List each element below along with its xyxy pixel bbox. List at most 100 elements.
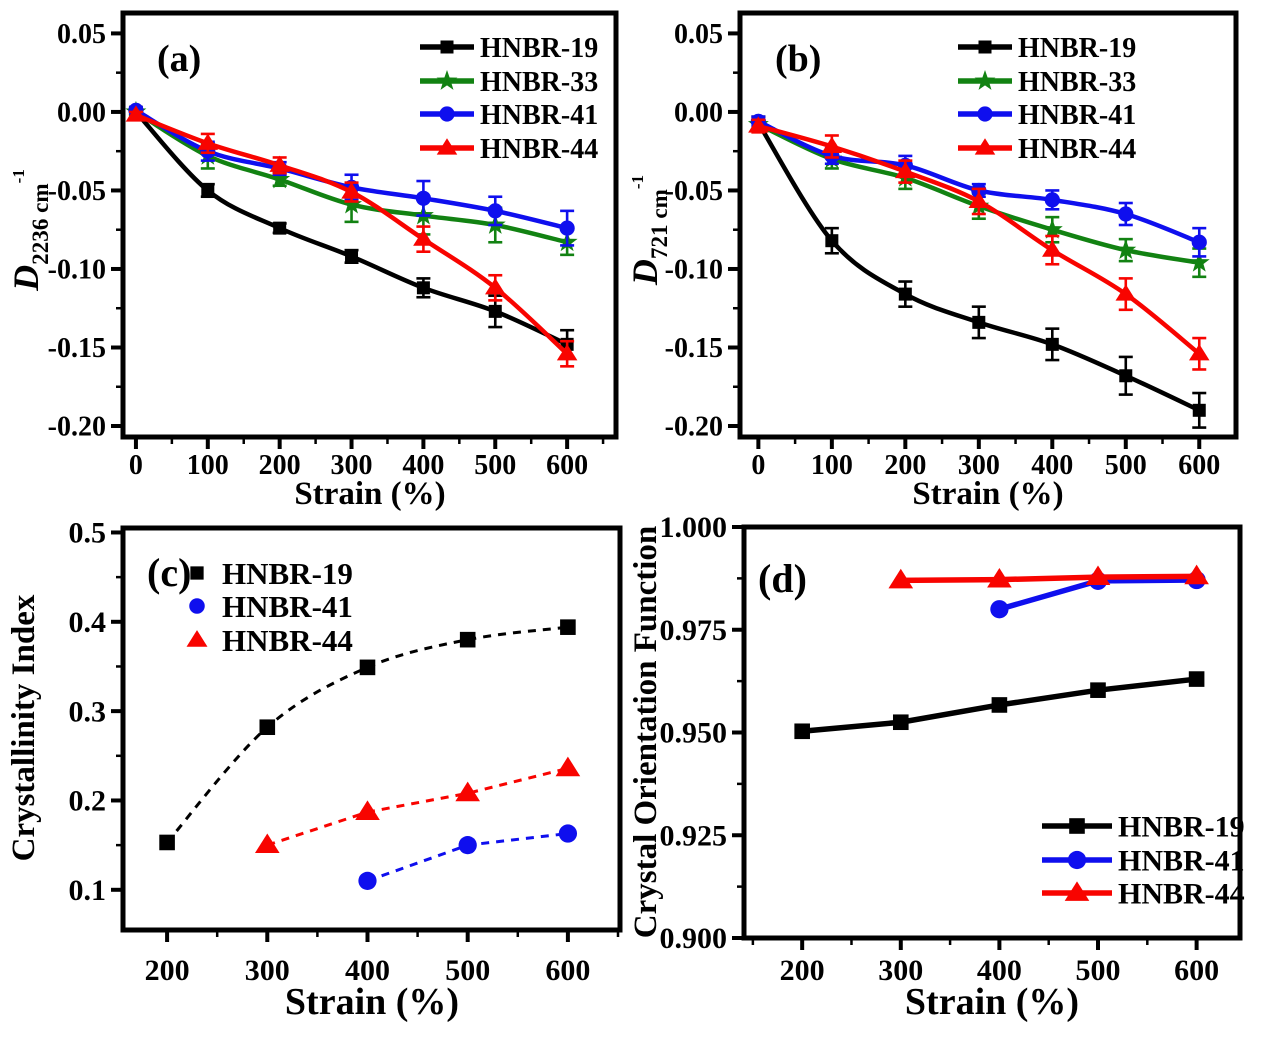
panel-d-letter: (d): [758, 556, 807, 601]
panel-a-y-axis-title: D2236 cm-1: [6, 169, 54, 292]
triangle-marker-icon: [888, 568, 914, 589]
panel-b-y-tick-label: -0.15: [665, 333, 723, 364]
star-marker-icon: [269, 168, 291, 189]
panel-a-x-axis-title: Strain (%): [294, 476, 445, 512]
triangle-marker-icon: [555, 756, 581, 777]
triangle-marker-icon: [1184, 564, 1209, 585]
panel-d-series-hnbr-19: [794, 671, 1205, 740]
triangle-marker-icon: [974, 138, 996, 155]
data-line-hnbr-44: [266, 766, 569, 847]
triangle-marker-icon: [341, 182, 362, 199]
panel-c-x-tick-label: 300: [245, 954, 290, 987]
panel-b-y-tick-label: -0.10: [665, 254, 723, 285]
legend-label: HNBR-19: [222, 556, 353, 591]
legend-label: HNBR-44: [480, 134, 598, 165]
triangle-marker-icon: [485, 278, 506, 295]
panel-a-x-tick-label: 200: [259, 450, 301, 481]
panel-b-x-tick-label: 300: [958, 450, 1000, 481]
square-marker-icon: [560, 619, 576, 635]
square-marker-icon: [273, 221, 287, 235]
legend-entry-hnbr-44: HNBR-44: [420, 134, 598, 165]
panel-b-y-tick-label: -0.05: [665, 176, 723, 207]
panel-c-y-axis-title: Crystallinity Index: [6, 594, 42, 861]
circle-marker-icon: [559, 220, 575, 236]
panel-a-series-hnbr-44: [125, 105, 578, 368]
panel-d-x-tick-label: 400: [977, 954, 1022, 987]
panel-b-y-tick-label: 0.00: [674, 97, 723, 128]
data-line-hnbr-19: [756, 121, 1201, 413]
panel-a-y-tick-label: -0.05: [48, 176, 106, 207]
square-marker-icon: [1192, 403, 1206, 417]
square-marker-icon: [190, 566, 204, 580]
panel-c-series-hnbr-41: [358, 824, 578, 890]
panel-c-y-tick-label: 0.1: [69, 874, 107, 907]
legend-label: HNBR-41: [1118, 845, 1245, 878]
legend-entry-hnbr-41: HNBR-41: [1042, 845, 1245, 878]
data-line-hnbr-19: [165, 625, 569, 844]
panel-d-x-tick-label: 600: [1174, 954, 1219, 987]
panel-b-x-axis-title: Strain (%): [912, 476, 1063, 512]
panel-a-letter: (a): [157, 38, 201, 80]
panel-c: 200 300 400 500 600 0.5 0.4 0.3 0.2 0.1 (c) Strain …: [6, 517, 623, 1023]
legend-entry-hnbr-41: HNBR-41: [420, 100, 598, 131]
square-marker-icon: [1119, 369, 1133, 383]
panel-b: 0 100 200 300 400 500 600 0.05 0.00 -0.05 -0.10 -0.…: [625, 10, 1239, 512]
panel-a-frame: [120, 10, 619, 440]
panel-b-x-tick-label: 400: [1031, 450, 1073, 481]
panel-a-x-tick-label: 600: [546, 450, 588, 481]
triangle-marker-icon: [1064, 881, 1090, 901]
circle-marker-icon: [1191, 234, 1207, 250]
panel-d-y-tick-label: 0.925: [660, 819, 728, 852]
data-line-hnbr-44: [900, 573, 1197, 584]
circle-marker-icon: [990, 600, 1009, 619]
square-marker-icon: [488, 304, 502, 318]
panel-b-x-tick-label: 200: [884, 450, 926, 481]
legend-label: HNBR-41: [1018, 100, 1136, 131]
panel-a-x-tick-label: 0: [129, 450, 143, 481]
square-marker-icon: [1069, 818, 1085, 834]
square-marker-icon: [825, 234, 839, 248]
legend-entry-hnbr-19: HNBR-19: [1042, 811, 1245, 844]
triangle-marker-icon: [413, 229, 434, 246]
panel-d-y-tick-label: 0.900: [660, 922, 728, 955]
triangle-marker-icon: [125, 105, 147, 122]
circle-marker-icon: [977, 106, 993, 122]
legend-entry-hnbr-33: HNBR-33: [420, 67, 598, 98]
triangle-marker-icon: [1189, 344, 1210, 361]
square-marker-icon: [972, 315, 986, 329]
square-marker-icon: [345, 249, 359, 263]
triangle-marker-icon: [821, 136, 843, 154]
circle-marker-icon: [558, 824, 578, 843]
panel-c-series-hnbr-19: [159, 619, 576, 851]
panel-b-x-tick-label: 0: [751, 450, 765, 481]
panel-a-x-tick-label: 400: [402, 450, 444, 481]
panel-d-x-tick-label: 300: [878, 954, 923, 987]
square-marker-icon: [991, 697, 1008, 713]
panel-c-x-tick-label: 600: [545, 954, 590, 987]
square-marker-icon: [440, 40, 454, 54]
panel-c-y-tick-label: 0.3: [69, 695, 107, 728]
triangle-marker-icon: [556, 344, 578, 361]
panel-d-y-tick-label: 1.000: [660, 511, 728, 544]
legend-label: HNBR-44: [222, 623, 353, 658]
legend-label: HNBR-41: [222, 589, 353, 624]
panel-b-y-tick-label: -0.20: [665, 412, 723, 443]
legend-entry-hnbr-19: HNBR-19: [958, 33, 1136, 64]
triangle-marker-icon: [186, 630, 208, 647]
legend-label: HNBR-33: [480, 67, 598, 98]
star-marker-icon: [1041, 218, 1063, 239]
panel-a-y-tick-label: -0.20: [48, 412, 106, 443]
triangle-marker-icon: [1085, 565, 1111, 586]
panel-d-frame: [741, 524, 1243, 941]
panel-c-letter: (c): [147, 550, 191, 595]
square-marker-icon: [201, 183, 215, 197]
star-marker-icon: [974, 70, 996, 90]
panel-a-y-tick-label: -0.15: [48, 333, 106, 364]
legend-label: HNBR-44: [1118, 878, 1245, 911]
star-marker-icon: [341, 193, 362, 214]
legend-entry-hnbr-44: HNBR-44: [186, 623, 353, 658]
